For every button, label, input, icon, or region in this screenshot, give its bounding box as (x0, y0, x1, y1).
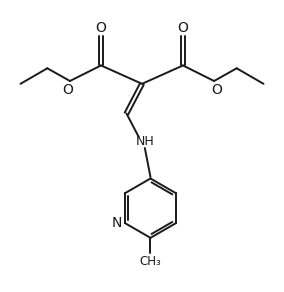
Text: N: N (112, 216, 122, 230)
Text: O: O (62, 83, 73, 97)
Text: CH₃: CH₃ (140, 255, 161, 268)
Text: O: O (178, 21, 188, 35)
Text: O: O (96, 21, 106, 35)
Text: O: O (211, 83, 222, 97)
Text: NH: NH (135, 135, 154, 148)
